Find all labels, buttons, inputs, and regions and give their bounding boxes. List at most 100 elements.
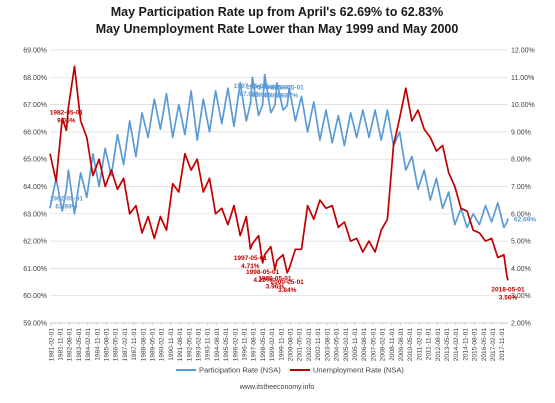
annotation-label: 1982-05-01 xyxy=(50,196,84,203)
x-tick-label: 2005-02-01 xyxy=(343,328,350,362)
x-tick-label: 2014-11-01 xyxy=(462,328,469,361)
x-tick-label: 2001-05-01 xyxy=(297,328,304,362)
y-left-tick-label: 69.00% xyxy=(23,48,47,55)
legend: Participation Rate (NSA) Unemployment Ra… xyxy=(176,366,404,375)
x-tick-label: 2015-08-01 xyxy=(472,328,479,362)
x-tick-label: 2011-02-01 xyxy=(416,328,423,361)
y-right-tick-label: 2.00% xyxy=(511,321,531,328)
chart-title: May Participation Rate up from April's 6… xyxy=(111,5,443,19)
annotation-label: 62.69% xyxy=(514,216,536,223)
annotation-label: 2000-05-01 xyxy=(271,84,305,91)
x-tick-label: 2008-02-01 xyxy=(380,328,387,362)
annotation-label: 4.71% xyxy=(241,263,260,270)
annotation-label: 2018-05-01 xyxy=(491,286,525,293)
x-tick-label: 1994-08-01 xyxy=(214,328,221,362)
series-lines xyxy=(49,65,509,281)
x-tick-label: 2011-11-01 xyxy=(426,328,433,361)
x-tick-label: 2017-11-01 xyxy=(499,328,506,361)
annotation-label: 63.89% xyxy=(55,204,77,211)
x-tick-label: 2009-08-01 xyxy=(398,328,405,362)
x-tick-label: 2007-05-01 xyxy=(370,328,377,362)
y-right-tick-label: 6.00% xyxy=(511,211,531,218)
x-tick-label: 1999-11-01 xyxy=(278,328,285,361)
annotation-label: 2000-05-01 xyxy=(271,279,305,286)
chart-subtitle: May Unemployment Rate Lower than May 199… xyxy=(96,22,459,36)
y-left-tick-label: 65.00% xyxy=(23,157,47,164)
x-tick-label: 2010-05-01 xyxy=(407,328,414,362)
y-left-tick-label: 66.00% xyxy=(23,129,47,136)
y-left-tick-label: 60.00% xyxy=(23,293,47,300)
x-tick-label: 2008-11-01 xyxy=(389,328,396,361)
x-tick-label: 1984-11-01 xyxy=(94,328,101,361)
x-tick-label: 2017-02-01 xyxy=(490,328,497,362)
y-left-tick-label: 61.00% xyxy=(23,266,47,273)
annotation-label: 3.84% xyxy=(278,287,297,294)
y-right-tick-label: 5.00% xyxy=(511,239,531,246)
x-tick-label: 1984-02-01 xyxy=(85,328,92,362)
annotation-label: 3.56% xyxy=(499,294,518,301)
y-right-tick-label: 8.00% xyxy=(511,157,531,164)
x-tick-label: 1987-02-01 xyxy=(122,328,129,362)
x-tick-label: 1992-05-01 xyxy=(186,328,193,362)
y-right-tick-label: 4.00% xyxy=(511,266,531,273)
y-left-tick-label: 67.00% xyxy=(23,102,47,109)
annotation-label: 1998-05-01 xyxy=(246,84,280,91)
y-right-tick-label: 12.00% xyxy=(511,48,535,55)
y-right-tick-label: 3.00% xyxy=(511,293,531,300)
x-tick-label: 2000-08-01 xyxy=(288,328,295,362)
x-tick-label: 1993-02-01 xyxy=(196,328,203,362)
annotation-label: 1982-05-01 xyxy=(50,109,84,116)
annotation-label: 66.97% xyxy=(276,92,298,99)
gridlines xyxy=(50,49,508,324)
x-tick-label: 2012-08-01 xyxy=(435,328,442,362)
x-tick-label: 1981-02-01 xyxy=(48,328,55,362)
annotation-label: 1997-05-01 xyxy=(234,255,268,262)
y-right-tick-label: 9.00% xyxy=(511,129,531,136)
x-tick-label: 2004-05-01 xyxy=(334,328,341,362)
annotations: 1982-05-0163.89%1997-05-0167.03%1998-05-… xyxy=(50,83,537,302)
x-axis: 1981-02-01 1981-11-01 1982-08-01 1983-05-01… xyxy=(48,323,506,361)
x-tick-label: 1990-02-01 xyxy=(159,328,166,362)
unemployment-rate-line xyxy=(49,65,509,281)
x-tick-label: 1993-11-01 xyxy=(205,328,212,361)
y-axis-right: 2.00% 3.00% 4.00% 5.00% 6.00% 7.00% 8.00% 9.00%… xyxy=(511,48,535,328)
source-credit: www.itstheeconomy.info xyxy=(239,384,315,391)
y-left-tick-label: 64.00% xyxy=(23,184,47,191)
legend-label-unemployment: Unemployment Rate (NSA) xyxy=(313,366,404,375)
y-left-tick-label: 63.00% xyxy=(23,211,47,218)
annotation-label: 67.03% xyxy=(239,91,261,98)
annotation-label: 66.97% xyxy=(264,92,286,99)
y-left-tick-label: 68.00% xyxy=(23,75,47,82)
annotation-label: 1999-05-01 xyxy=(258,84,292,91)
annotation-label: 9.06% xyxy=(57,117,76,124)
x-tick-label: 2013-05-01 xyxy=(444,328,451,362)
y-axis-left: 59.00% 60.00% 61.00% 62.00% 63.00% 64.00% 65.0… xyxy=(23,48,47,328)
x-tick-label: 2005-11-01 xyxy=(352,328,359,361)
y-right-tick-label: 7.00% xyxy=(511,184,531,191)
x-tick-label: 1991-08-01 xyxy=(177,328,184,362)
y-left-tick-label: 62.00% xyxy=(23,239,47,246)
x-tick-label: 2016-05-01 xyxy=(481,328,488,362)
x-tick-label: 1998-05-01 xyxy=(260,328,267,362)
x-tick-label: 1996-02-01 xyxy=(232,328,239,362)
x-tick-label: 2006-08-01 xyxy=(361,328,368,362)
annotation-label: 3.96% xyxy=(266,283,285,290)
x-tick-label: 2003-08-01 xyxy=(324,328,331,362)
x-tick-label: 1999-02-01 xyxy=(269,328,276,362)
participation-rate-line xyxy=(49,73,509,229)
x-tick-label: 1997-08-01 xyxy=(251,328,258,362)
annotation-label: 1999-05-01 xyxy=(258,275,292,282)
x-tick-label: 1988-08-01 xyxy=(140,328,147,362)
annotation-label: 66.98% xyxy=(252,92,274,99)
y-left-tick-label: 59.00% xyxy=(23,321,47,328)
x-tick-label: 1989-05-01 xyxy=(150,328,157,362)
x-tick-label: 1986-05-01 xyxy=(113,328,120,362)
x-tick-label: 1983-05-01 xyxy=(76,328,83,362)
x-tick-label: 1996-11-01 xyxy=(242,328,249,361)
x-tick-label: 1985-08-01 xyxy=(104,328,111,362)
legend-label-participation: Participation Rate (NSA) xyxy=(199,366,281,375)
y-right-tick-label: 10.00% xyxy=(511,102,535,109)
x-tick-label: 2002-11-01 xyxy=(315,328,322,361)
x-tick-label: 1990-11-01 xyxy=(168,328,175,361)
